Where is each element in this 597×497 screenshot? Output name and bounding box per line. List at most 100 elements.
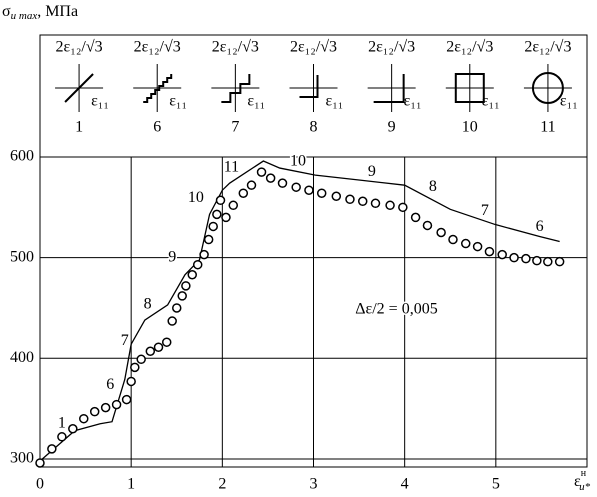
data-point [167, 316, 177, 326]
panel-y-label: 2ε₁₂/√3 [524, 39, 571, 56]
panel-y-label: 2ε₁₂/√3 [368, 39, 415, 56]
panel-x-label: ε₁₁ [326, 93, 344, 110]
data-point [370, 198, 381, 209]
annotation: 8 [429, 178, 437, 195]
annotation: Δε/2 = 0,005 [355, 301, 437, 318]
data-point [436, 227, 446, 238]
x-tick-label: 3 [310, 476, 318, 493]
annotation: 9 [168, 248, 176, 265]
panel-x-label: ε₁₁ [169, 93, 187, 110]
data-point [199, 249, 209, 260]
data-point [215, 195, 226, 206]
data-point [532, 255, 542, 266]
data-point [497, 249, 507, 260]
data-point [208, 221, 218, 232]
y-tick-label: 300 [10, 450, 34, 467]
data-point [130, 362, 140, 373]
data-point [35, 458, 45, 468]
panel-icon [531, 72, 564, 104]
data-point [192, 259, 203, 270]
data-point [221, 212, 231, 223]
data-point [136, 354, 146, 365]
annotation: 7 [481, 202, 489, 219]
data-point [153, 342, 164, 352]
data-point [448, 234, 458, 245]
panel-y-label: 2ε₁₂/√3 [446, 39, 493, 56]
data-point [316, 188, 327, 198]
data-point [68, 424, 78, 434]
data-point [277, 178, 288, 188]
annotation: 6 [536, 218, 544, 235]
data-point [554, 256, 565, 267]
data-point [460, 238, 471, 249]
annotation: 8 [144, 296, 152, 313]
data-point [345, 194, 355, 205]
data-point [177, 291, 187, 301]
annotation: 11 [224, 159, 239, 176]
panel-x-label: ε₁₁ [404, 93, 422, 110]
panel-x-label: ε₁₁ [247, 93, 265, 110]
data-point [57, 432, 67, 442]
panel-number: 1 [75, 119, 83, 136]
panel-y-label: 2ε₁₂/√3 [56, 39, 103, 56]
panel-number: 11 [540, 119, 555, 136]
annotation: 1 [58, 414, 66, 431]
panel-icon [454, 73, 485, 103]
data-point [126, 376, 136, 387]
data-point [47, 444, 57, 454]
annotation: 6 [106, 376, 114, 393]
panel-x-label: ε₁₁ [91, 93, 109, 110]
data-point [410, 212, 421, 223]
panel-y-label: 2ε₁₂/√3 [134, 39, 181, 56]
x-tick-label: 2 [218, 476, 226, 493]
data-point [89, 406, 100, 417]
annotation: 9 [368, 163, 376, 180]
data-point [398, 202, 408, 213]
data-point [304, 185, 314, 195]
annotation: 7 [121, 332, 129, 349]
panel-y-label: 2ε₁₂/√3 [290, 39, 337, 56]
data-point [472, 241, 483, 252]
panel-number: 10 [462, 119, 478, 136]
x-tick-label: 5 [492, 476, 500, 493]
panel-icon [221, 74, 251, 103]
x-tick-label: 1 [127, 476, 135, 493]
panel-icon [143, 74, 173, 103]
panel-number: 9 [388, 119, 396, 136]
y-tick-label: 400 [10, 349, 34, 366]
panel-x-label: ε₁₁ [560, 93, 578, 110]
data-point [246, 180, 257, 190]
data-point [422, 220, 433, 231]
panel-icon [299, 75, 319, 98]
data-point [187, 270, 197, 280]
data-point [357, 196, 368, 207]
data-point [256, 167, 267, 177]
data-point [331, 191, 342, 202]
data-point [238, 188, 249, 198]
data-point [111, 399, 122, 410]
data-point [203, 234, 214, 245]
panel-icon [64, 73, 94, 103]
annotation: 10 [188, 189, 204, 206]
x-tick-label: 0 [36, 476, 44, 493]
panel-icon [373, 74, 405, 103]
annotation: 10 [290, 153, 306, 170]
y-axis-label: σu max, МПа [2, 3, 78, 22]
data-point [291, 182, 301, 192]
data-point [172, 303, 182, 313]
y-tick-label: 600 [10, 148, 34, 165]
panel-number: 7 [231, 119, 239, 136]
panel-number: 8 [310, 119, 318, 136]
data-point [145, 346, 156, 357]
data-point [484, 246, 495, 257]
data-point [79, 413, 89, 424]
y-tick-label: 500 [10, 248, 34, 265]
x-axis-label: εн u* [574, 468, 591, 492]
panel-y-label: 2ε₁₂/√3 [212, 39, 259, 56]
data-point [509, 252, 519, 263]
data-point [161, 337, 172, 347]
data-point [181, 281, 191, 291]
data-point [100, 402, 111, 413]
data-point [521, 253, 531, 264]
